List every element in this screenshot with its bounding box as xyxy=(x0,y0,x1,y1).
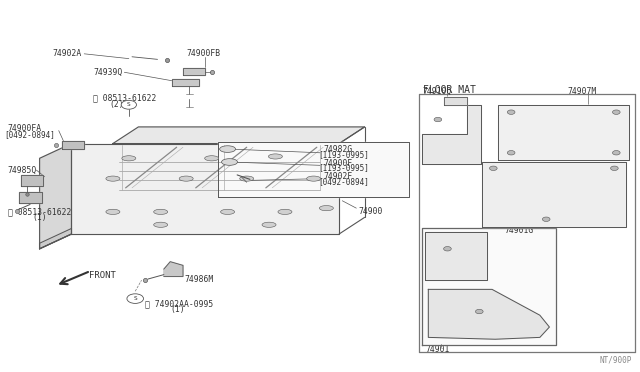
Text: FLOOR MAT: FLOOR MAT xyxy=(423,85,476,95)
Polygon shape xyxy=(19,192,42,203)
Text: 74902A: 74902A xyxy=(52,49,82,58)
Ellipse shape xyxy=(205,156,219,161)
Circle shape xyxy=(542,217,550,221)
Polygon shape xyxy=(113,127,365,144)
Circle shape xyxy=(611,166,618,170)
Polygon shape xyxy=(428,289,549,339)
Text: [1193-0995]: [1193-0995] xyxy=(319,150,370,159)
Polygon shape xyxy=(72,144,339,234)
Ellipse shape xyxy=(122,156,136,161)
Polygon shape xyxy=(483,162,626,227)
Text: Ⓢ 08513-61622: Ⓢ 08513-61622 xyxy=(8,207,71,217)
Text: [0492-0894]: [0492-0894] xyxy=(4,130,56,139)
Text: 74982G: 74982G xyxy=(323,145,353,154)
Ellipse shape xyxy=(319,206,333,211)
Polygon shape xyxy=(164,262,183,276)
Circle shape xyxy=(508,151,515,155)
Polygon shape xyxy=(40,144,72,249)
Text: [1193-0995]: [1193-0995] xyxy=(319,163,370,172)
Ellipse shape xyxy=(262,222,276,227)
Text: 74985Q: 74985Q xyxy=(8,166,37,174)
Text: 74907M: 74907M xyxy=(567,87,596,96)
Ellipse shape xyxy=(240,176,253,181)
Ellipse shape xyxy=(268,154,282,159)
Text: 74900FA: 74900FA xyxy=(8,124,42,133)
Text: NT/900P: NT/900P xyxy=(600,356,632,365)
Polygon shape xyxy=(444,97,467,105)
Circle shape xyxy=(508,110,515,114)
Circle shape xyxy=(612,110,620,114)
Circle shape xyxy=(127,294,143,304)
Text: S: S xyxy=(133,296,137,301)
Polygon shape xyxy=(425,232,487,280)
Circle shape xyxy=(434,117,442,122)
Polygon shape xyxy=(218,142,409,197)
Text: FRONT: FRONT xyxy=(89,271,116,280)
Circle shape xyxy=(476,310,483,314)
Text: S: S xyxy=(127,102,131,107)
Text: 74910Q: 74910Q xyxy=(422,87,451,96)
Polygon shape xyxy=(422,105,481,164)
Text: 74901: 74901 xyxy=(425,345,449,354)
Circle shape xyxy=(121,100,136,109)
Polygon shape xyxy=(40,228,72,249)
Polygon shape xyxy=(183,68,205,75)
Text: Ⓢ 08513-61622: Ⓢ 08513-61622 xyxy=(93,94,156,103)
Text: 74902F: 74902F xyxy=(323,172,353,181)
Text: (1): (1) xyxy=(32,213,47,222)
Text: (1): (1) xyxy=(170,305,185,314)
Ellipse shape xyxy=(154,222,168,227)
Polygon shape xyxy=(172,79,199,86)
Text: 74901G: 74901G xyxy=(505,226,534,235)
Text: 74900FB: 74900FB xyxy=(186,49,220,58)
Ellipse shape xyxy=(220,146,236,153)
Text: (2): (2) xyxy=(109,100,124,109)
Text: 74939Q: 74939Q xyxy=(94,68,123,77)
Ellipse shape xyxy=(221,209,235,214)
Polygon shape xyxy=(499,105,629,160)
Ellipse shape xyxy=(278,209,292,214)
Text: Ⓢ 74902AA-0995: Ⓢ 74902AA-0995 xyxy=(145,300,213,309)
Ellipse shape xyxy=(221,159,237,165)
Text: [0492-0894]: [0492-0894] xyxy=(319,177,370,186)
Ellipse shape xyxy=(106,176,120,181)
Ellipse shape xyxy=(307,176,321,181)
Circle shape xyxy=(444,247,451,251)
Text: 74901C: 74901C xyxy=(565,170,595,179)
Text: 74900: 74900 xyxy=(358,206,383,216)
Text: 74900F: 74900F xyxy=(323,158,353,168)
Polygon shape xyxy=(422,228,556,345)
Text: 74986M: 74986M xyxy=(185,275,214,283)
Ellipse shape xyxy=(106,209,120,214)
Circle shape xyxy=(612,151,620,155)
Polygon shape xyxy=(20,175,43,186)
Polygon shape xyxy=(62,141,84,149)
Circle shape xyxy=(490,166,497,170)
Ellipse shape xyxy=(179,176,193,181)
Ellipse shape xyxy=(154,209,168,214)
